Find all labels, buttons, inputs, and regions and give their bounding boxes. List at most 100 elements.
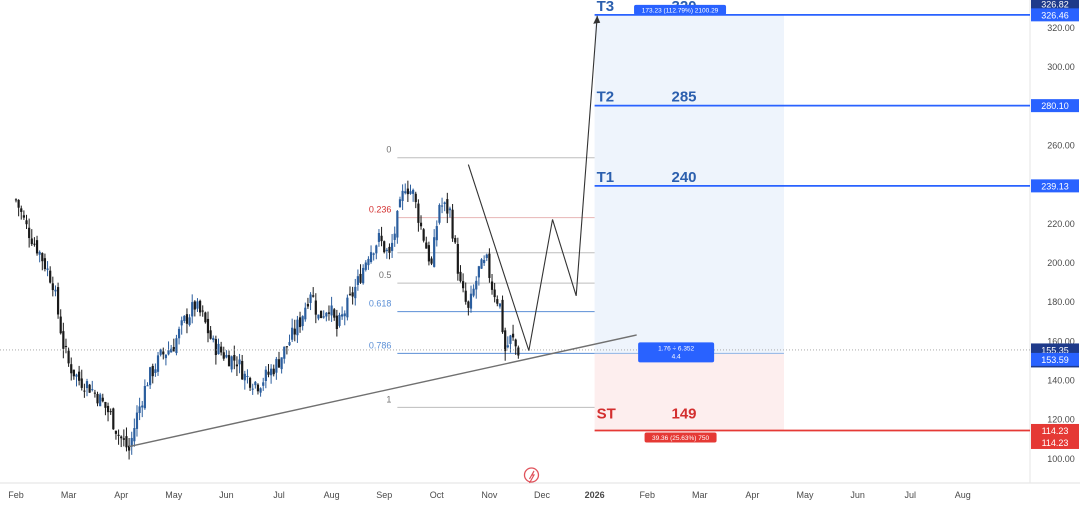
candle-body (443, 202, 446, 205)
candle-body (385, 249, 388, 252)
candle-body (430, 258, 433, 264)
candle-body (30, 238, 33, 245)
candle-body (235, 364, 239, 367)
candle-body (91, 389, 94, 391)
candle-body (367, 258, 370, 266)
badge-t3: 326.46 (1041, 10, 1069, 20)
candle-body (496, 299, 499, 304)
candle-body (22, 215, 25, 218)
candle-body (288, 342, 291, 346)
candle-body (377, 233, 381, 242)
candle-body (514, 339, 517, 347)
price-axis[interactable]: 100.00 120.00 140.00 160.00 180.00 200.00 220.… (1031, 0, 1079, 464)
fib-retracement[interactable]: 0 0.236 0.5 0.618 0.786 1 (369, 145, 595, 408)
candle-body (64, 345, 68, 348)
target-label-t3: T3 (597, 0, 615, 15)
candle-body (246, 375, 249, 377)
candle-body (135, 412, 139, 429)
candle-body (383, 241, 386, 253)
candle-body (262, 382, 265, 386)
candle-body (362, 267, 365, 284)
badge-t3-bg (1031, 8, 1079, 22)
price-tick-label: 140.00 (1047, 376, 1075, 386)
candle-body (70, 364, 73, 374)
price-tick-label: 160.00 (1047, 336, 1075, 346)
candle-body (156, 355, 160, 372)
candle-body (498, 303, 502, 307)
candle-body (185, 314, 189, 324)
candle-body (72, 369, 75, 377)
lightning-icon (528, 470, 536, 484)
candle-body (35, 240, 39, 254)
candle-body (191, 302, 194, 317)
candle-body (506, 345, 509, 348)
candle-body (393, 233, 396, 240)
candle-body (117, 434, 120, 436)
price-tick-label: 180.00 (1047, 297, 1075, 307)
candle-body (322, 316, 325, 318)
badge-t3-top-bg (1031, 0, 1079, 11)
candle-body (49, 270, 52, 283)
price-tick-label: 220.00 (1047, 219, 1075, 229)
candle-body (283, 346, 286, 359)
candle-body (309, 294, 312, 303)
candle-body (343, 313, 346, 317)
badge-t2-bg (1031, 99, 1079, 113)
time-tick-label: Nov (481, 490, 498, 500)
candle-body (251, 388, 254, 390)
badge-t2: 280.10 (1041, 101, 1069, 111)
candle-body (419, 222, 423, 227)
candle-body (325, 312, 328, 317)
price-tick-label: 320.00 (1047, 23, 1075, 33)
candle-body (291, 327, 294, 340)
time-axis[interactable]: Feb Mar Apr May Jun Jul Aug Sep Oct Nov Dec 2026 Feb… (8, 490, 971, 500)
fib-level-label: 0.786 (369, 340, 392, 350)
position-zones (594, 14, 784, 431)
candle-body (43, 258, 47, 270)
candle-body (201, 310, 204, 312)
candle-body (59, 316, 62, 334)
candle-body (280, 357, 283, 370)
candle-body (88, 384, 91, 393)
candle-body (54, 289, 57, 292)
drawing-lines[interactable] (0, 13, 1030, 448)
position-info-line1: 1.76 ÷ 6.352 (658, 345, 694, 352)
candle-body (275, 358, 278, 373)
candle-body (412, 189, 415, 194)
candle-body (375, 245, 378, 254)
candle-body (483, 259, 486, 264)
candle-body (493, 289, 496, 298)
candle-body (388, 246, 391, 253)
candle-body (96, 393, 99, 404)
time-tick-label: Sep (376, 490, 392, 500)
candle-body (390, 242, 394, 251)
candle-body (196, 301, 199, 309)
candle-body (120, 436, 123, 439)
candle-body (28, 227, 31, 239)
time-tick-label: Aug (955, 490, 971, 500)
candle-body (438, 204, 441, 223)
candle-body (369, 252, 373, 262)
candle-body (38, 251, 41, 255)
candle-body (435, 226, 438, 241)
candle-body (301, 316, 304, 327)
candle-body (469, 293, 473, 309)
candle-body (467, 301, 470, 308)
candlestick-series (14, 180, 520, 460)
candle-body (504, 330, 507, 352)
candle-body (401, 190, 404, 201)
candle-body (451, 209, 454, 239)
candle-body (188, 317, 191, 325)
badge-t1-bg (1031, 179, 1079, 193)
candle-body (114, 430, 118, 434)
target-info-text: 173.23 (112.79%) 2100.29 (642, 7, 719, 14)
candle-body (330, 305, 333, 316)
position-info-line2: 4.4 (672, 353, 681, 360)
candle-body (243, 373, 246, 381)
candle-body (406, 188, 409, 195)
candle-body (254, 381, 257, 386)
candle-body (380, 235, 383, 242)
candle-body (446, 199, 449, 214)
